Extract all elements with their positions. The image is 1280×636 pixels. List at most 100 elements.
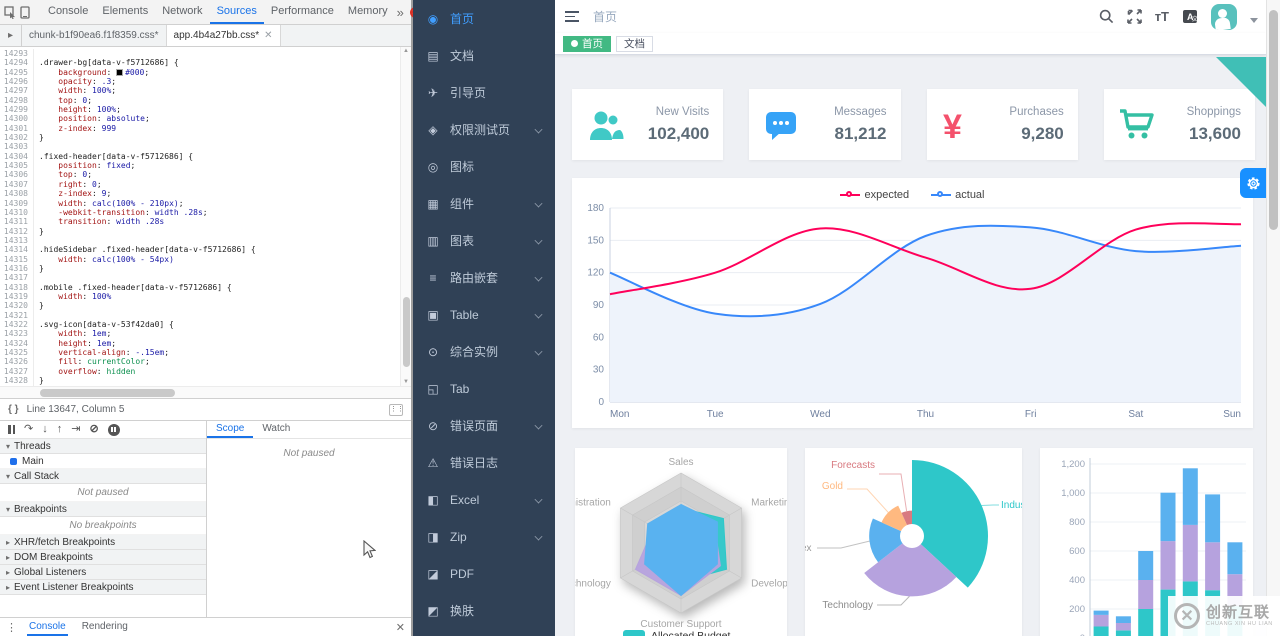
hamburger-icon[interactable] [555,11,589,22]
sidebar-item-tab[interactable]: ◱ Tab [413,370,555,407]
line-number[interactable]: 14307 [0,179,34,190]
settings-panel-button[interactable] [1240,168,1266,198]
sidebar-item-bug[interactable]: ⚠ 错误日志 [413,444,555,481]
page-scroll-thumb[interactable] [1269,10,1278,230]
file-tab[interactable]: app.4b4a27bb.css* ✕ [166,25,281,46]
horizontal-scroll-thumb[interactable] [40,389,175,397]
section-event-listener-breakpoints[interactable]: ▸ Event Listener Breakpoints [0,580,206,595]
line-number[interactable]: 14306 [0,170,34,180]
sidebar-item-dashboard[interactable]: ◉ 首页 [413,0,555,37]
devtools-tab-sources[interactable]: Sources [209,0,264,24]
line-number[interactable]: 14303 [0,142,34,152]
line-number[interactable]: 14300 [0,114,34,124]
toggle-sidebar-icon[interactable]: ⋮⋮ [389,403,404,416]
line-number[interactable]: 14319 [0,291,34,302]
sidebar-item-pdf[interactable]: ◪ PDF [413,555,555,592]
line-number[interactable]: 14309 [0,198,34,208]
line-number[interactable]: 14295 [0,67,34,78]
step-icon[interactable]: ⇥ [71,423,81,435]
sidebar-item-table[interactable]: ▣ Table [413,296,555,333]
card-messages[interactable]: Messages 81,212 [749,89,901,160]
drawer-menu-icon[interactable]: ⋮ [6,621,17,634]
sidebar-item-error-page[interactable]: ⊘ 错误页面 [413,407,555,444]
sidebar-item-component[interactable]: ▦ 组件 [413,185,555,222]
code-editor[interactable]: 14293 14294 .drawer-bg[data-v-f5712686] {… [0,47,411,386]
radar-chart[interactable]: Sales Administration Information Technolog… [575,448,787,636]
github-corner-ribbon[interactable] [1216,57,1266,107]
sidebar-item-zip[interactable]: ◨ Zip [413,518,555,555]
more-tabs-icon[interactable]: » [396,4,404,20]
scroll-down-icon[interactable]: ▼ [403,379,409,385]
line-number[interactable]: 14326 [0,357,34,367]
drawer-close-icon[interactable]: ✕ [395,621,405,634]
threads-section-header[interactable]: ▾ Threads [0,439,206,454]
line-number[interactable]: 14308 [0,189,34,199]
line-number[interactable]: 14312 [0,226,34,236]
editor-horizontal-scrollbar[interactable] [0,386,411,398]
search-icon[interactable] [1099,9,1114,24]
sidebar-item-example[interactable]: ⊙ 综合实例 [413,333,555,370]
drawer-tab-rendering[interactable]: Rendering [81,620,128,632]
tab-scope[interactable]: Scope [207,421,254,438]
step-over-icon[interactable]: ↷ [24,423,34,435]
section-xhr-fetch-breakpoints[interactable]: ▸ XHR/fetch Breakpoints [0,535,206,550]
line-number[interactable]: 14302 [0,133,34,143]
card-new-visits[interactable]: New Visits 102,400 [572,89,724,160]
devtools-tab-memory[interactable]: Memory [347,5,388,17]
line-number[interactable]: 14328 [0,376,34,386]
line-number[interactable]: 14293 [0,49,34,59]
deactivate-breakpoints-icon[interactable]: ⊘ [89,423,99,435]
section-global-listeners[interactable]: ▸ Global Listeners [0,565,206,580]
vertical-scroll-thumb[interactable] [403,297,410,367]
line-number[interactable]: 14294 [0,58,34,68]
navigator-toggle-icon[interactable]: ▸ [0,25,22,46]
line-number[interactable]: 14316 [0,263,34,274]
inspect-element-icon[interactable] [4,3,17,21]
sidebar-item-icons[interactable]: ◎ 图标 [413,148,555,185]
line-number[interactable]: 14327 [0,366,34,377]
call-stack-section-header[interactable]: ▾ Call Stack [0,469,206,484]
devtools-tab-elements[interactable]: Elements [102,5,149,17]
pause-script-icon[interactable] [8,425,15,434]
line-number[interactable]: 14318 [0,282,34,292]
file-tab[interactable]: chunk-b1f90ea6.f1f8359.css* [22,25,167,46]
pretty-print-icon[interactable]: { } [8,404,19,415]
sidebar-item-guide[interactable]: ✈ 引导页 [413,74,555,111]
step-into-icon[interactable]: ↓ [42,423,48,435]
sidebar-item-documentation[interactable]: ▤ 文档 [413,37,555,74]
color-swatch[interactable] [116,68,124,76]
line-number[interactable]: 14304 [0,151,34,162]
line-number[interactable]: 14296 [0,77,34,87]
card-shoppings[interactable]: Shoppings 13,600 [1103,89,1255,160]
line-number[interactable]: 14324 [0,338,34,348]
line-number[interactable]: 14298 [0,95,34,106]
line-number[interactable]: 14322 [0,319,34,330]
drawer-tab-console[interactable]: Console [27,618,68,636]
page-scrollbar[interactable] [1266,0,1280,636]
pie-chart[interactable]: Forecasts Gold Industries Forex Technology [805,448,1022,636]
tab-watch[interactable]: Watch [262,423,291,434]
line-number[interactable]: 14299 [0,105,34,115]
tag-view[interactable]: 文档 [616,35,653,52]
line-number[interactable]: 14323 [0,329,34,339]
legend-item-expected[interactable]: expected [840,189,909,201]
fullscreen-icon[interactable] [1126,9,1142,24]
sidebar-item-lock[interactable]: ◈ 权限测试页 [413,111,555,148]
line-number[interactable]: 14329 [0,385,34,386]
devtools-tab-console[interactable]: Console [48,5,89,17]
tag-view[interactable]: 首页 [563,35,611,52]
line-number[interactable]: 14317 [0,273,34,283]
line-number[interactable]: 14297 [0,86,34,96]
legend-item-allocated-budget[interactable]: Allocated Budget [623,630,742,636]
editor-vertical-scrollbar[interactable]: ▲ ▼ [400,47,411,386]
scroll-up-icon[interactable]: ▲ [403,48,409,54]
line-number[interactable]: 14313 [0,235,34,246]
devtools-tab-network[interactable]: Network [162,5,203,17]
sidebar-item-nested[interactable]: ≡ 路由嵌套 [413,259,555,296]
line-number[interactable]: 14314 [0,245,34,255]
device-toolbar-icon[interactable] [19,3,31,21]
line-number[interactable]: 14305 [0,161,34,171]
thread-main-row[interactable]: Main [0,454,206,469]
line-number[interactable]: 14321 [0,310,34,320]
